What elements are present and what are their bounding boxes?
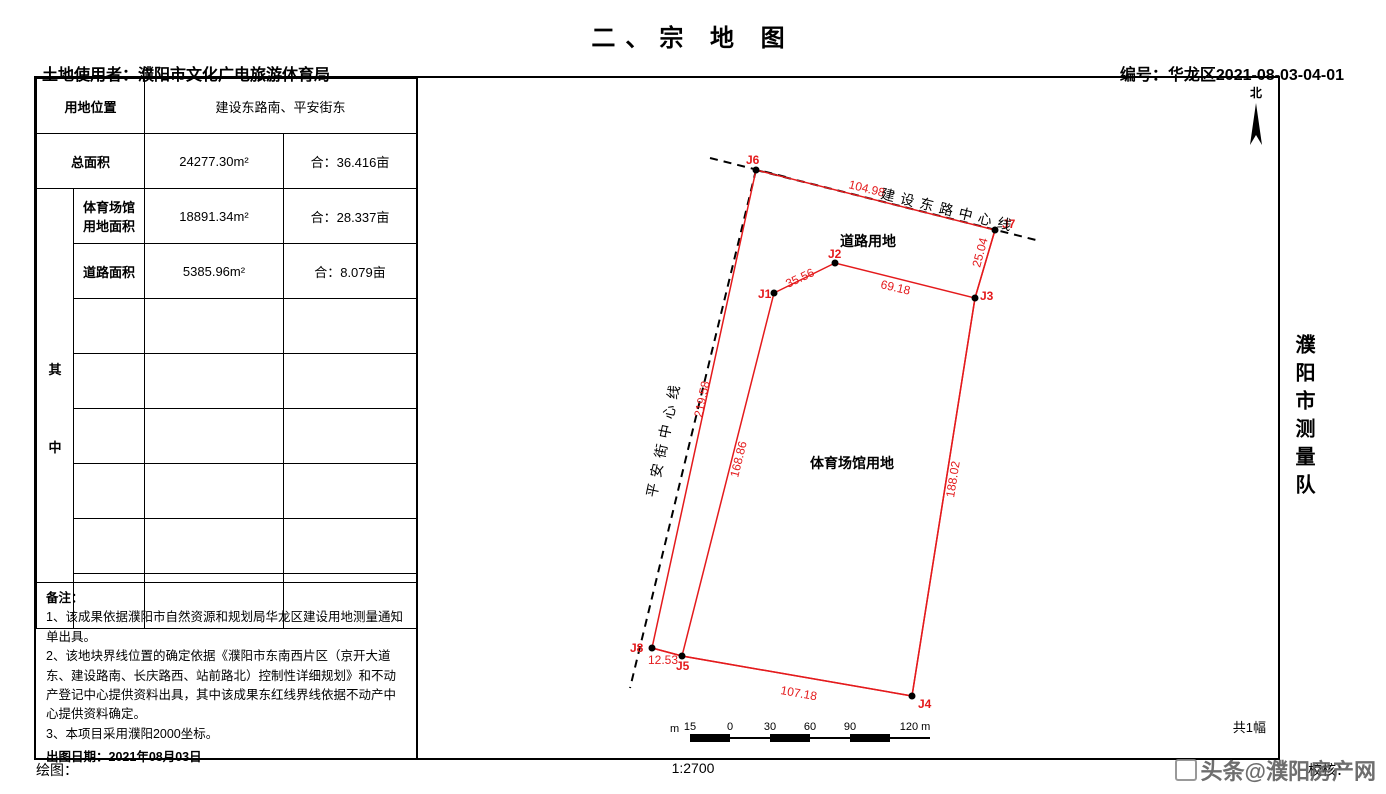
empty-cell bbox=[74, 409, 145, 464]
north-arrow: 北 bbox=[1246, 84, 1266, 152]
side-qizhong: 其中 bbox=[37, 189, 74, 629]
org-label: 濮阳市测量队 bbox=[1289, 334, 1318, 502]
empty-cell bbox=[74, 464, 145, 519]
pt-J2: J2 bbox=[828, 247, 842, 261]
road-west-label: 平安街中心线 bbox=[643, 378, 684, 499]
pt-J3: J3 bbox=[980, 289, 994, 303]
svg-text:120 m: 120 m bbox=[900, 721, 931, 733]
empty-cell bbox=[74, 519, 145, 574]
svg-text:m: m bbox=[670, 723, 679, 735]
row-location-label: 用地位置 bbox=[37, 79, 145, 134]
sub2-mu: 合：8.079亩 bbox=[284, 244, 418, 299]
sub1-area: 18891.34m² bbox=[145, 189, 284, 244]
pt-J5: J5 bbox=[676, 659, 690, 673]
scale-bar: m 15 0 30 60 90 120 m bbox=[670, 721, 930, 742]
empty-cell bbox=[74, 354, 145, 409]
main-frame: 用地位置 建设东路南、平安街东 总面积 24277.30m² 合：36.416亩… bbox=[34, 76, 1280, 760]
note-1: 1、该成果依据濮阳市自然资源和规划局华龙区建设用地测量通知单出具。 bbox=[46, 608, 406, 647]
watermark: 头条@濮阳房产网 bbox=[1175, 754, 1376, 786]
row-totalarea-value: 24277.30m² bbox=[145, 134, 284, 189]
sub2-area: 5385.96m² bbox=[145, 244, 284, 299]
pt-J8: J8 bbox=[630, 641, 644, 655]
svg-text:0: 0 bbox=[727, 721, 733, 733]
notes-block: 备注： 1、该成果依据濮阳市自然资源和规划局华龙区建设用地测量通知单出具。 2、… bbox=[36, 582, 418, 758]
dim-188-02: 188.02 bbox=[943, 460, 963, 499]
note-2: 2、该地块界线位置的确定依据《濮阳市东南西片区（京开大道东、建设路南、长庆路西、… bbox=[46, 647, 406, 725]
pt-J1: J1 bbox=[758, 287, 772, 301]
dim-219-58: 219.58 bbox=[691, 379, 712, 418]
row-totalarea-mu: 合：36.416亩 bbox=[284, 134, 418, 189]
pt-J6: J6 bbox=[746, 153, 760, 167]
doc-title: 二、宗 地 图 bbox=[0, 0, 1386, 53]
empty-cell bbox=[74, 299, 145, 354]
north-arrow-icon bbox=[1246, 101, 1266, 149]
note-3: 3、本项目采用濮阳2000坐标。 bbox=[46, 725, 406, 744]
label-main-area: 体育场馆用地 bbox=[810, 455, 894, 471]
row-totalarea-label: 总面积 bbox=[37, 134, 145, 189]
vertices bbox=[649, 167, 999, 700]
label-road-area: 道路用地 bbox=[840, 233, 896, 249]
dim-25-04: 25.04 bbox=[969, 236, 990, 269]
notes-heading: 备注： bbox=[46, 589, 406, 608]
footer-row: 绘图： 1:2700 校核： bbox=[36, 760, 1350, 780]
svg-text:15: 15 bbox=[684, 721, 696, 733]
sub2-label: 道路面积 bbox=[74, 244, 145, 299]
sub1-label: 体育场馆用地面积 bbox=[74, 189, 145, 244]
info-table: 用地位置 建设东路南、平安街东 总面积 24277.30m² 合：36.416亩… bbox=[36, 78, 418, 629]
road-east-label: 建设东路中心线 bbox=[879, 185, 1019, 234]
dim-12-53: 12.53 bbox=[648, 653, 678, 667]
scale-ratio: 1:2700 bbox=[672, 760, 715, 780]
sub1-mu: 合：28.337亩 bbox=[284, 189, 418, 244]
map-area: 北 bbox=[420, 78, 1278, 758]
watermark-icon bbox=[1175, 759, 1197, 781]
dim-168-86: 168.86 bbox=[727, 439, 750, 478]
row-location-value: 建设东路南、平安街东 bbox=[145, 79, 418, 134]
footer-left: 绘图： bbox=[36, 760, 78, 780]
svg-text:30: 30 bbox=[764, 721, 776, 733]
page-count: 共1幅 bbox=[1233, 717, 1266, 736]
dim-35-56: 35.56 bbox=[783, 265, 816, 291]
svg-text:90: 90 bbox=[844, 721, 856, 733]
svg-text:60: 60 bbox=[804, 721, 816, 733]
parcel-map-svg: J6 J7 J3 J4 J5 J8 J1 J2 104.98 25.04 69.… bbox=[420, 78, 1278, 758]
dim-107-18: 107.18 bbox=[779, 683, 818, 703]
pt-J4: J4 bbox=[918, 697, 932, 711]
